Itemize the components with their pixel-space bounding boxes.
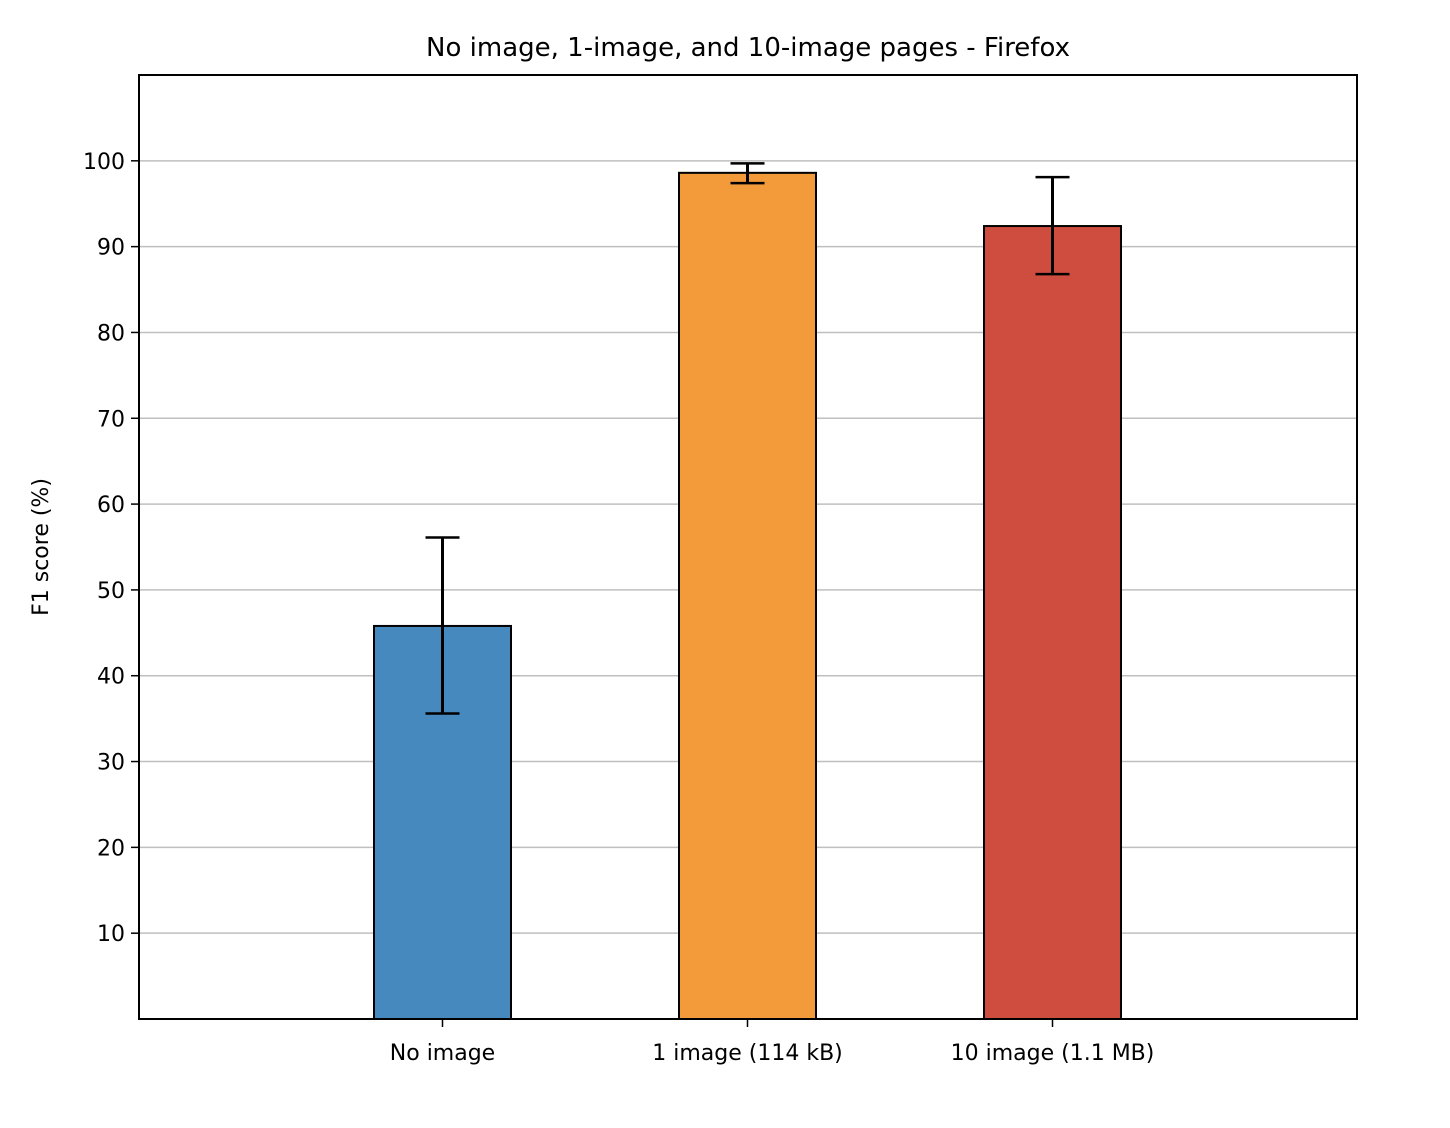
y-tick-label: 70 [97,407,125,432]
y-tick-label: 20 [97,836,125,861]
bar [678,171,817,1021]
y-tick-label: 100 [83,150,125,175]
bars [373,171,1122,1021]
chart-title: No image, 1-image, and 10-image pages - … [426,33,1070,63]
x-tick-label: 10 image (1.1 MB) [951,1041,1155,1066]
y-tick-label: 60 [97,493,125,518]
y-tick-label: 50 [97,579,125,604]
x-tick-label: No image [390,1041,495,1066]
error-bars [425,162,1070,715]
x-tick-label: 1 image (114 kB) [652,1041,843,1066]
bar [983,225,1122,1021]
y-tick-label: 40 [97,665,125,690]
y-tick-label: 80 [97,321,125,346]
y-tick-label: 30 [97,751,125,776]
x-axis-ticks: No image 1 image (114 kB) 10 image (1.1 MB… [390,1019,1155,1066]
y-tick-label: 10 [97,922,125,947]
y-tick-label: 90 [97,236,125,261]
y-axis-label: F1 score (%) [29,478,54,616]
y-axis-ticks: 10 20 30 40 50 60 70 80 90 100 [83,150,139,947]
